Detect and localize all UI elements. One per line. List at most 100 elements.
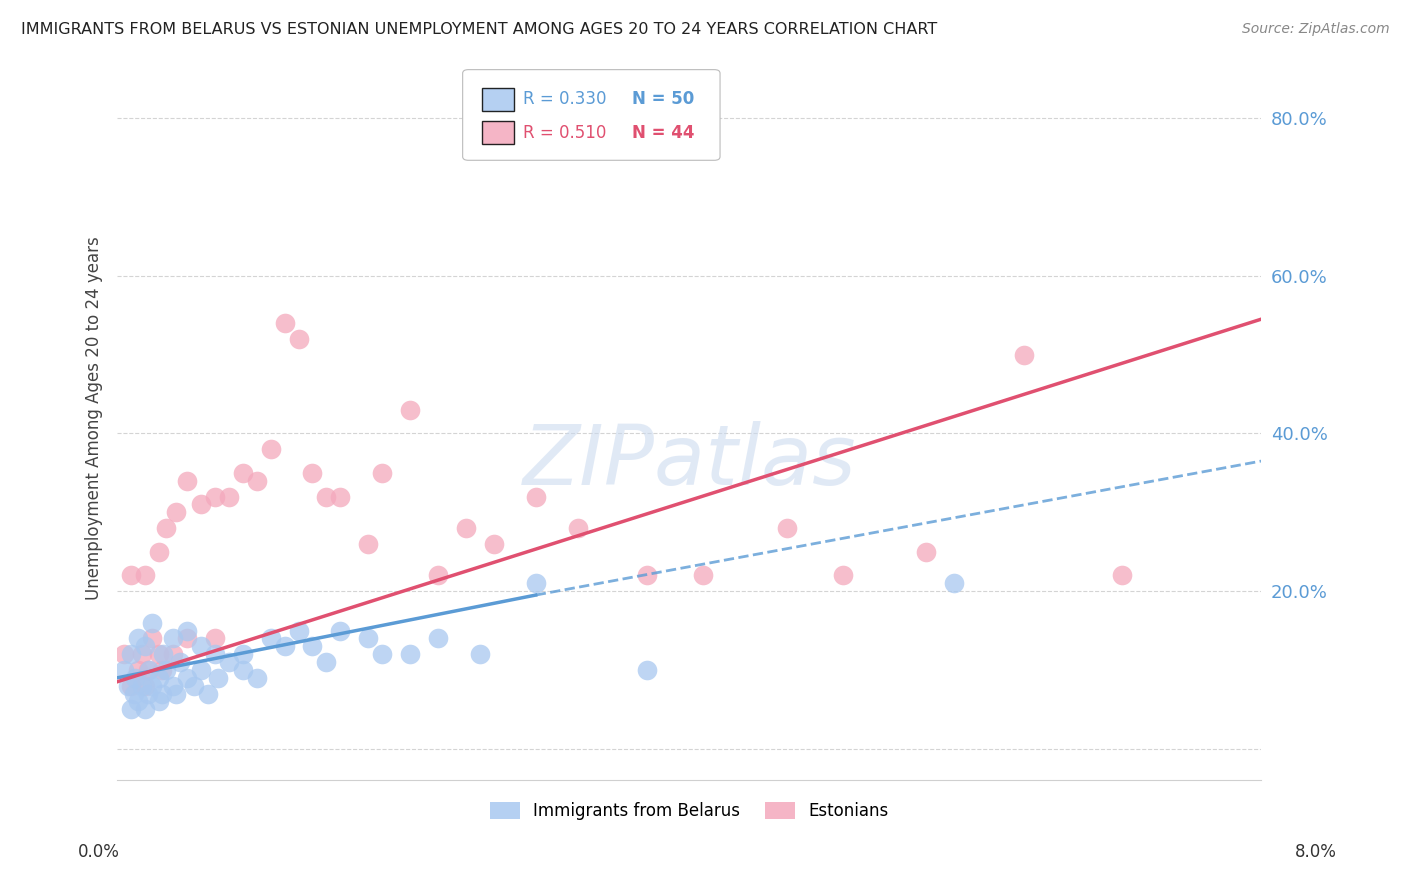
Point (165, 505, 187, 519)
Point (232, 663, 254, 677)
FancyBboxPatch shape (482, 87, 515, 111)
Text: N = 50: N = 50 (631, 90, 695, 108)
Point (131, 679, 153, 693)
Point (134, 568, 156, 582)
Point (190, 640, 212, 654)
Point (204, 647, 226, 661)
Point (155, 663, 177, 677)
Point (120, 702, 142, 716)
Point (190, 497, 212, 511)
Point (162, 647, 184, 661)
Point (454, 521, 477, 535)
Point (259, 442, 281, 457)
Point (915, 545, 938, 559)
Point (150, 663, 173, 677)
Point (134, 640, 156, 654)
Point (124, 671, 146, 685)
Point (165, 687, 187, 701)
Point (315, 490, 337, 504)
Point (524, 576, 547, 591)
Point (468, 647, 491, 661)
Point (246, 671, 269, 685)
Point (636, 568, 658, 582)
Point (162, 632, 184, 646)
Text: R = 0.510: R = 0.510 (523, 124, 606, 142)
Point (357, 632, 380, 646)
FancyBboxPatch shape (463, 70, 720, 161)
Point (218, 655, 240, 669)
Text: 0.0%: 0.0% (77, 843, 120, 861)
Point (831, 568, 853, 582)
Point (169, 655, 191, 669)
Point (136, 687, 159, 701)
Point (371, 466, 394, 480)
Point (117, 679, 139, 693)
Point (371, 647, 394, 661)
Point (141, 632, 163, 646)
Point (399, 647, 422, 661)
Point (329, 490, 352, 504)
Point (329, 624, 352, 638)
Point (273, 316, 295, 330)
Point (176, 632, 198, 646)
Point (427, 632, 450, 646)
Point (183, 679, 205, 693)
Point (232, 466, 254, 480)
Point (207, 671, 229, 685)
Point (148, 647, 170, 661)
Point (197, 687, 219, 701)
Point (127, 694, 149, 708)
Point (427, 568, 450, 582)
Point (482, 537, 505, 551)
Point (567, 521, 589, 535)
Point (120, 679, 142, 693)
Point (357, 537, 380, 551)
Point (176, 474, 198, 488)
Point (301, 640, 323, 654)
Point (127, 632, 149, 646)
Point (112, 647, 135, 661)
Point (148, 671, 170, 685)
Point (1012, 348, 1035, 362)
Text: R = 0.330: R = 0.330 (523, 90, 607, 108)
Point (134, 702, 156, 716)
Point (204, 632, 226, 646)
Point (301, 466, 323, 480)
Point (138, 663, 160, 677)
Point (136, 663, 159, 677)
Point (943, 576, 966, 591)
Point (204, 490, 226, 504)
Point (150, 687, 173, 701)
Point (131, 647, 153, 661)
Point (141, 679, 163, 693)
Point (122, 687, 145, 701)
FancyBboxPatch shape (482, 121, 515, 145)
Point (287, 624, 309, 638)
Y-axis label: Unemployment Among Ages 20 to 24 years: Unemployment Among Ages 20 to 24 years (86, 235, 103, 599)
Point (152, 647, 174, 661)
Text: IMMIGRANTS FROM BELARUS VS ESTONIAN UNEMPLOYMENT AMONG AGES 20 TO 24 YEARS CORRE: IMMIGRANTS FROM BELARUS VS ESTONIAN UNEM… (21, 22, 938, 37)
Point (120, 647, 142, 661)
Point (162, 679, 184, 693)
Point (134, 679, 156, 693)
Point (141, 615, 163, 630)
Point (176, 671, 198, 685)
Point (259, 632, 281, 646)
Point (287, 332, 309, 346)
Point (155, 521, 177, 535)
Legend: Immigrants from Belarus, Estonians: Immigrants from Belarus, Estonians (484, 795, 896, 826)
Point (692, 568, 714, 582)
Point (190, 663, 212, 677)
Point (399, 402, 422, 417)
Text: 8.0%: 8.0% (1295, 843, 1337, 861)
Point (232, 647, 254, 661)
Point (176, 624, 198, 638)
Point (776, 521, 799, 535)
Point (1111, 568, 1133, 582)
Point (524, 490, 547, 504)
Point (148, 545, 170, 559)
Point (112, 663, 135, 677)
Point (273, 640, 295, 654)
Point (636, 663, 658, 677)
Text: N = 44: N = 44 (631, 124, 695, 142)
